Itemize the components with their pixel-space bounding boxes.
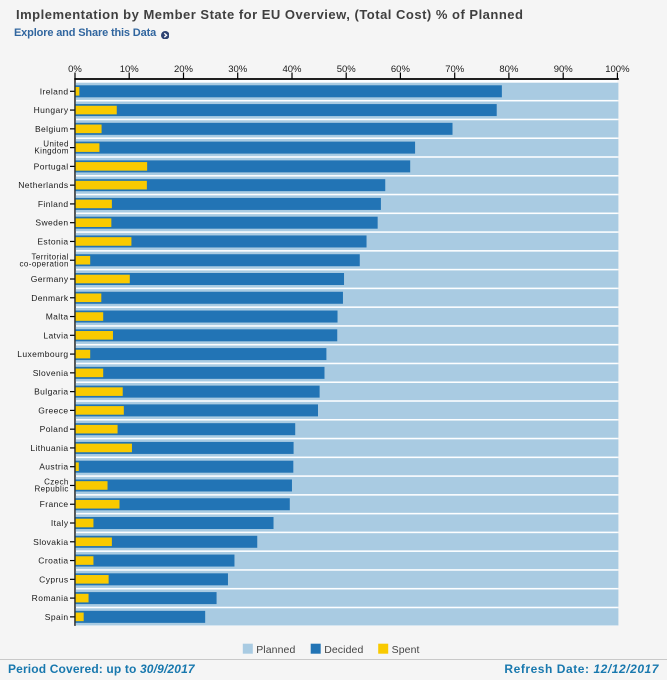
svg-text:Slovenia: Slovenia bbox=[33, 368, 69, 378]
svg-text:10%: 10% bbox=[120, 64, 140, 75]
svg-text:0%: 0% bbox=[68, 64, 82, 75]
svg-text:Luxembourg: Luxembourg bbox=[17, 349, 68, 359]
svg-text:Hungary: Hungary bbox=[34, 105, 69, 115]
svg-text:Republic: Republic bbox=[34, 485, 68, 494]
svg-text:France: France bbox=[40, 499, 69, 509]
svg-text:Spent: Spent bbox=[392, 644, 420, 656]
svg-text:Poland: Poland bbox=[40, 424, 69, 434]
svg-text:Czech: Czech bbox=[44, 478, 69, 487]
svg-text:50%: 50% bbox=[337, 64, 357, 75]
svg-text:Portugal: Portugal bbox=[34, 161, 69, 171]
svg-text:Malta: Malta bbox=[46, 312, 69, 322]
svg-text:Finland: Finland bbox=[38, 199, 69, 209]
svg-text:Cyprus: Cyprus bbox=[39, 574, 68, 584]
svg-text:40%: 40% bbox=[282, 64, 302, 75]
svg-text:20%: 20% bbox=[174, 64, 194, 75]
svg-text:90%: 90% bbox=[554, 64, 574, 75]
svg-text:Belgium: Belgium bbox=[35, 124, 69, 134]
svg-text:Greece: Greece bbox=[38, 405, 68, 415]
svg-text:Austria: Austria bbox=[39, 462, 68, 472]
svg-text:70%: 70% bbox=[445, 64, 465, 75]
svg-text:Slovakia: Slovakia bbox=[33, 537, 68, 547]
svg-text:30%: 30% bbox=[228, 64, 248, 75]
svg-text:Kingdom: Kingdom bbox=[34, 147, 68, 156]
svg-text:Estonia: Estonia bbox=[37, 236, 68, 246]
svg-text:Decided: Decided bbox=[324, 644, 363, 656]
svg-text:Bulgaria: Bulgaria bbox=[34, 387, 68, 397]
svg-text:Spain: Spain bbox=[45, 612, 69, 622]
svg-text:Romania: Romania bbox=[32, 593, 69, 603]
svg-text:Lithuania: Lithuania bbox=[30, 443, 68, 453]
svg-text:Planned: Planned bbox=[256, 644, 295, 656]
svg-text:Sweden: Sweden bbox=[35, 218, 68, 228]
svg-text:Netherlands: Netherlands bbox=[18, 180, 68, 190]
svg-text:Ireland: Ireland bbox=[40, 86, 69, 96]
svg-text:60%: 60% bbox=[391, 64, 411, 75]
svg-text:Latvia: Latvia bbox=[43, 330, 68, 340]
svg-text:United: United bbox=[43, 140, 69, 149]
svg-text:100%: 100% bbox=[605, 64, 630, 75]
svg-text:co-operation: co-operation bbox=[20, 259, 69, 268]
svg-text:Territorial: Territorial bbox=[32, 252, 69, 261]
svg-text:80%: 80% bbox=[499, 64, 519, 75]
svg-text:Italy: Italy bbox=[51, 518, 69, 528]
svg-text:Germany: Germany bbox=[31, 274, 69, 284]
svg-text:Denmark: Denmark bbox=[31, 293, 69, 303]
svg-text:Croatia: Croatia bbox=[38, 556, 68, 566]
